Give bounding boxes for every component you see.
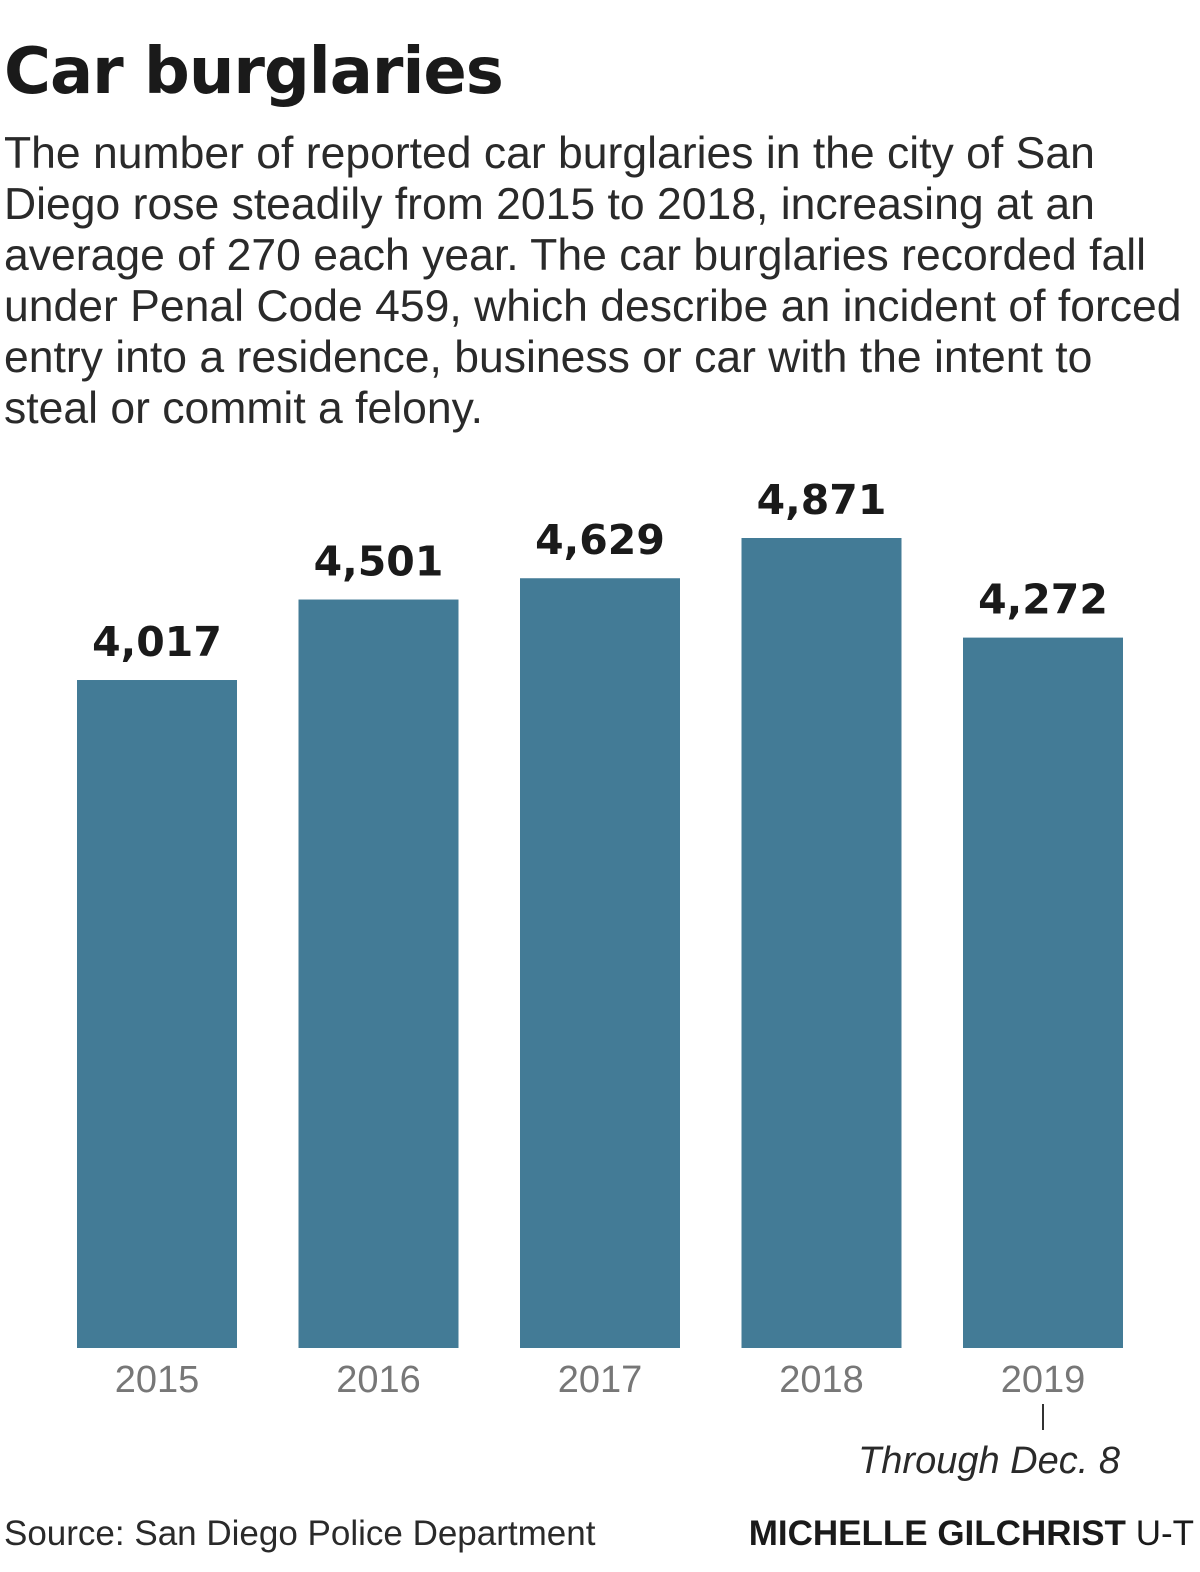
tick-label-2019: 2019 [1001,1359,1086,1401]
source-note: Source: San Diego Police Department [4,1514,596,1553]
value-label-2019: 4,272 [978,576,1108,624]
value-label-2015: 4,017 [92,618,222,666]
bar-2016 [298,599,459,1348]
bar-2018 [741,538,902,1348]
tick-label-2016: 2016 [336,1359,421,1401]
chart-subtitle: The number of reported car burglaries in… [4,129,1182,433]
credit-line: MICHELLE GILCHRIST U-T [749,1514,1194,1554]
value-label-2016: 4,501 [314,538,444,586]
credit-org: U-T [1135,1514,1194,1553]
credit-name: MICHELLE GILCHRIST [748,1514,1126,1553]
tick-label-2018: 2018 [779,1359,864,1401]
bar-2015 [77,680,237,1348]
tick-label-2015: 2015 [115,1359,200,1401]
value-label-2017: 4,629 [535,516,665,564]
bar-2017 [520,578,680,1348]
tick-label-2017: 2017 [558,1359,643,1401]
bar-2019 [963,637,1123,1348]
annotation-2019: Through Dec. 8 [858,1440,1120,1482]
chart-title: Car burglaries [4,35,504,109]
value-label-2018: 4,871 [757,476,887,524]
